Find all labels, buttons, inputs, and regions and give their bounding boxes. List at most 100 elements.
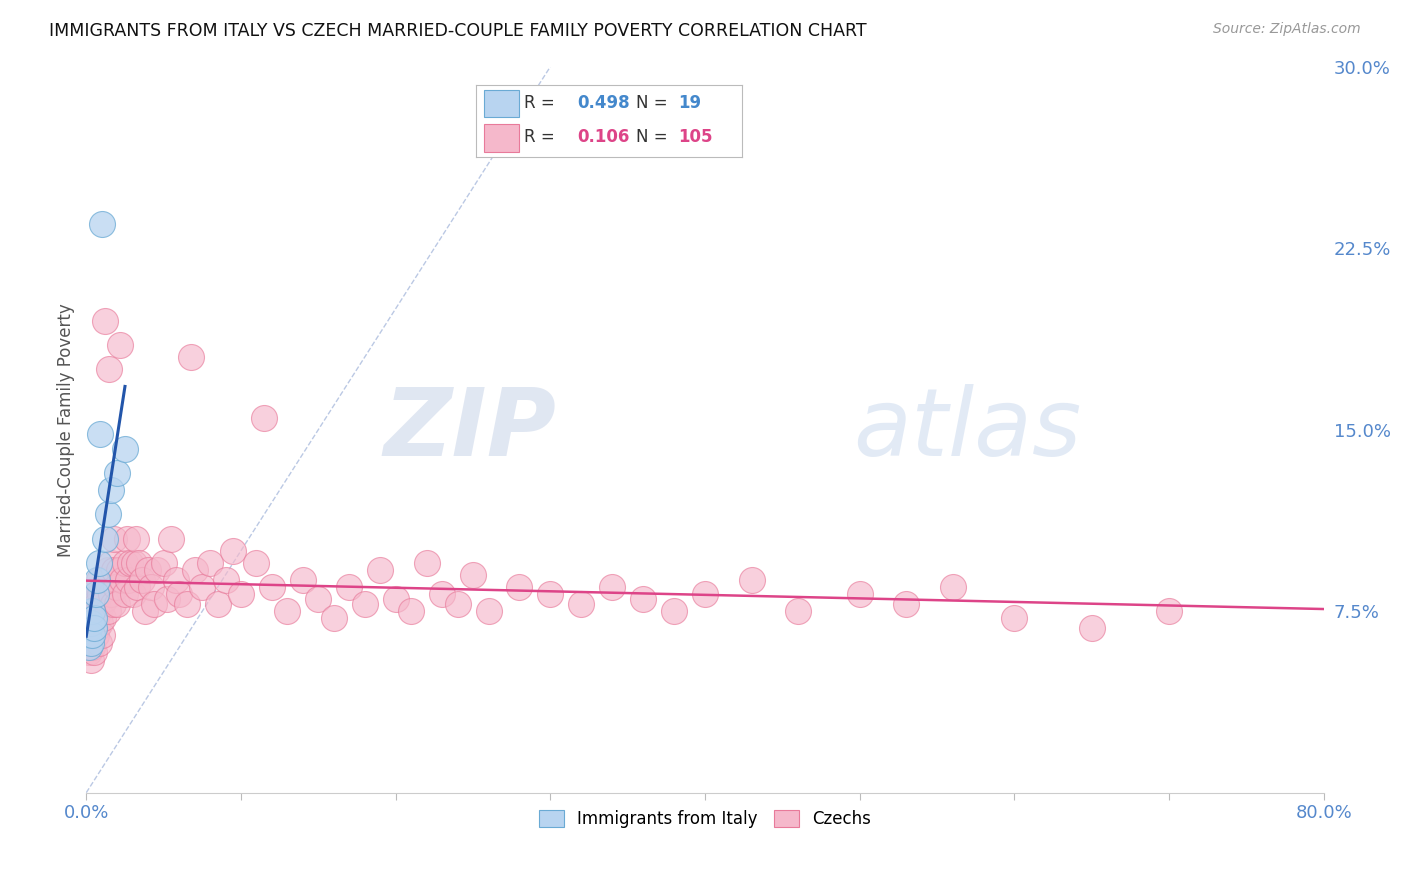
Point bbox=[180, 350, 202, 364]
Point bbox=[89, 587, 111, 601]
Point bbox=[114, 587, 136, 601]
Point bbox=[107, 563, 129, 577]
Point bbox=[110, 338, 132, 352]
Point bbox=[896, 597, 918, 611]
Point bbox=[104, 580, 127, 594]
Point bbox=[131, 573, 153, 587]
Point bbox=[87, 573, 110, 587]
Point bbox=[86, 621, 108, 635]
Point bbox=[176, 597, 198, 611]
Point bbox=[83, 597, 105, 611]
Point bbox=[125, 532, 148, 546]
Point bbox=[76, 611, 98, 625]
Point bbox=[84, 587, 107, 601]
Point bbox=[80, 652, 103, 666]
Point bbox=[94, 592, 117, 607]
Point bbox=[76, 635, 98, 649]
Point bbox=[384, 592, 406, 607]
Point bbox=[82, 604, 104, 618]
Point bbox=[337, 580, 360, 594]
Point bbox=[146, 563, 169, 577]
Point bbox=[79, 621, 101, 635]
Point bbox=[90, 597, 112, 611]
Point bbox=[134, 604, 156, 618]
Point bbox=[538, 587, 561, 601]
Point bbox=[98, 362, 121, 376]
Point bbox=[97, 563, 120, 577]
Point bbox=[198, 556, 221, 570]
Point bbox=[121, 587, 143, 601]
Point bbox=[84, 628, 107, 642]
Text: Source: ZipAtlas.com: Source: ZipAtlas.com bbox=[1213, 22, 1361, 37]
Point bbox=[127, 580, 149, 594]
Point bbox=[80, 628, 103, 642]
Point bbox=[84, 587, 107, 601]
Point bbox=[368, 563, 391, 577]
Point bbox=[136, 563, 159, 577]
Point bbox=[114, 556, 136, 570]
Point bbox=[82, 640, 104, 655]
Point bbox=[1004, 611, 1026, 625]
Point bbox=[353, 597, 375, 611]
Point bbox=[103, 563, 125, 577]
Point bbox=[322, 611, 344, 625]
Point bbox=[111, 573, 134, 587]
Point bbox=[82, 628, 104, 642]
Point bbox=[100, 587, 122, 601]
Point bbox=[84, 611, 107, 625]
Point bbox=[693, 587, 716, 601]
Point bbox=[90, 217, 112, 231]
Point bbox=[942, 580, 965, 594]
Point bbox=[183, 563, 205, 577]
Point bbox=[79, 640, 101, 655]
Point bbox=[307, 592, 329, 607]
Point bbox=[508, 580, 530, 594]
Point bbox=[86, 573, 108, 587]
Point bbox=[80, 604, 103, 618]
Point bbox=[122, 556, 145, 570]
Point bbox=[291, 573, 314, 587]
Point bbox=[105, 466, 128, 480]
Point bbox=[430, 587, 453, 601]
Point bbox=[100, 556, 122, 570]
Point bbox=[90, 628, 112, 642]
Text: atlas: atlas bbox=[853, 384, 1081, 475]
Point bbox=[245, 556, 267, 570]
Point bbox=[260, 580, 283, 594]
Point bbox=[82, 616, 104, 631]
Point bbox=[600, 580, 623, 594]
Point bbox=[167, 587, 190, 601]
Point bbox=[399, 604, 422, 618]
Text: IMMIGRANTS FROM ITALY VS CZECH MARRIED-COUPLE FAMILY POVERTY CORRELATION CHART: IMMIGRANTS FROM ITALY VS CZECH MARRIED-C… bbox=[49, 22, 868, 40]
Point bbox=[461, 567, 484, 582]
Point bbox=[101, 597, 124, 611]
Point bbox=[446, 597, 468, 611]
Text: ZIP: ZIP bbox=[384, 384, 557, 475]
Point bbox=[103, 532, 125, 546]
Point bbox=[787, 604, 810, 618]
Point bbox=[662, 604, 685, 618]
Point bbox=[128, 556, 150, 570]
Point bbox=[87, 604, 110, 618]
Point bbox=[1081, 621, 1104, 635]
Point bbox=[87, 556, 110, 570]
Point bbox=[276, 604, 298, 618]
Point bbox=[849, 587, 872, 601]
Point bbox=[79, 597, 101, 611]
Point bbox=[253, 410, 276, 425]
Point bbox=[80, 616, 103, 631]
Point bbox=[569, 597, 592, 611]
Point bbox=[86, 597, 108, 611]
Point bbox=[83, 621, 105, 635]
Point bbox=[191, 580, 214, 594]
Point bbox=[415, 556, 437, 570]
Point bbox=[79, 645, 101, 659]
Point bbox=[1159, 604, 1181, 618]
Point bbox=[105, 597, 128, 611]
Point bbox=[91, 611, 114, 625]
Point bbox=[229, 587, 252, 601]
Point bbox=[96, 573, 118, 587]
Point bbox=[477, 604, 499, 618]
Point bbox=[207, 597, 229, 611]
Point bbox=[94, 532, 117, 546]
